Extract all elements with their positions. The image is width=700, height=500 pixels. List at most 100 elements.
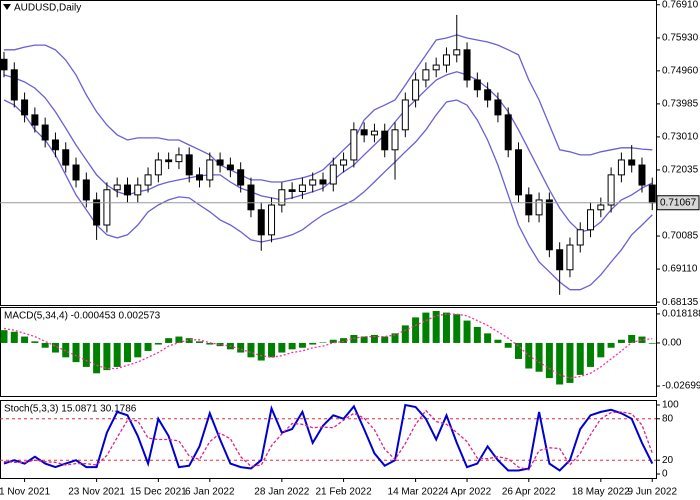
y-tick-label: -0.026994: [662, 381, 700, 392]
bar: [607, 342, 615, 348]
bar: [93, 342, 101, 374]
bar: [165, 338, 173, 343]
candle-body: [597, 204, 605, 211]
bar: [103, 342, 111, 371]
y-tick-label: 0.69110: [662, 264, 698, 275]
candle-body: [93, 199, 101, 226]
bar: [442, 312, 450, 343]
candle-body: [525, 194, 533, 216]
candle-body: [484, 89, 492, 101]
x-tick-label: 9 Jun 2022: [628, 487, 678, 498]
x-tick-label: 18 May 2022: [572, 487, 630, 498]
chart-title: AUDUSD,Daily: [14, 3, 81, 14]
bar: [0, 330, 8, 343]
candle-body: [154, 159, 162, 176]
bar: [196, 341, 204, 343]
candle-body: [278, 189, 286, 206]
line-series: [3, 403, 654, 472]
bar: [494, 339, 502, 343]
stoch-title: Stoch(5,3,3) 15.0871 30.1786: [4, 404, 137, 415]
y-tick-label: 0.70085: [662, 231, 699, 242]
bar: [463, 320, 471, 343]
bar: [484, 333, 492, 343]
x-tick-label: 21 Feb 2022: [315, 487, 372, 498]
last-price-label: 0.71067: [660, 197, 697, 208]
bar: [504, 342, 512, 348]
candle-body: [206, 159, 214, 181]
bar: [576, 342, 584, 375]
bar: [453, 314, 461, 343]
line-series: [3, 71, 653, 233]
bar: [82, 342, 90, 367]
macd-title: MACD(5,34,4) -0.000453 0.002573: [4, 311, 161, 322]
candle-body: [473, 79, 481, 91]
bar: [309, 342, 317, 345]
x-tick-label: 4 Apr 2022: [443, 487, 492, 498]
bar: [185, 338, 193, 343]
panel-frame: [0, 0, 657, 306]
bar: [648, 342, 656, 344]
bar: [473, 326, 481, 343]
bar: [216, 342, 224, 347]
bar: [21, 336, 29, 343]
candle-body: [10, 69, 18, 101]
y-tick-label: 0.74960: [662, 65, 699, 76]
y-tick-label: 0.68135: [662, 297, 699, 308]
panel-frame: [0, 400, 657, 479]
candle-body: [0, 58, 8, 71]
bar: [391, 333, 399, 343]
candle-body: [494, 99, 502, 116]
y-tick-label: 80: [662, 413, 674, 424]
candle-body: [329, 164, 337, 185]
candle-body: [638, 164, 646, 186]
y-tick-label: 0.76910: [662, 0, 699, 10]
line-series: [3, 313, 653, 379]
candle-body: [535, 199, 543, 216]
candle-body: [545, 199, 553, 251]
y-tick-label: 0.75930: [662, 33, 699, 44]
candle-body: [648, 184, 656, 204]
candle-body: [268, 204, 276, 236]
x-tick-label: 26 Apr 2022: [502, 487, 556, 498]
bar: [587, 342, 595, 367]
candle-body: [123, 184, 131, 196]
bar: [628, 334, 636, 343]
candle-body: [31, 114, 39, 126]
bar: [638, 336, 646, 343]
candle-body: [360, 129, 368, 136]
bar: [41, 342, 49, 348]
candle-body: [617, 159, 625, 176]
candle-body: [587, 209, 595, 231]
candle-body: [391, 129, 399, 151]
bar: [360, 336, 368, 343]
candle-body: [185, 154, 193, 176]
bar: [566, 342, 574, 383]
bar: [257, 342, 265, 361]
x-tick-label: 28 Jan 2022: [254, 487, 309, 498]
candle-body: [175, 154, 183, 163]
bar: [422, 312, 430, 343]
candle-body: [41, 124, 49, 141]
candle-body: [453, 49, 461, 56]
candle-body: [237, 169, 245, 186]
line-series: [3, 99, 653, 291]
candle-body: [576, 229, 584, 246]
bar: [381, 336, 389, 343]
x-tick-label: 23 Nov 2021: [68, 487, 125, 498]
bar: [298, 342, 306, 348]
bar: [319, 342, 327, 343]
bar: [123, 342, 131, 363]
bar: [206, 342, 214, 345]
candle-body: [21, 99, 29, 116]
y-tick-label: 0.00: [662, 338, 682, 349]
y-tick-label: 20: [662, 455, 674, 466]
y-tick-label: 0.018188: [662, 309, 700, 320]
candle-body: [504, 114, 512, 151]
candle-body: [309, 179, 317, 186]
x-tick-label: 14 Mar 2022: [388, 487, 445, 498]
candle-body: [103, 189, 111, 226]
candle-body: [422, 69, 430, 81]
candle-body: [556, 249, 564, 271]
candle-body: [288, 189, 296, 192]
menu-arrow: [3, 4, 11, 10]
